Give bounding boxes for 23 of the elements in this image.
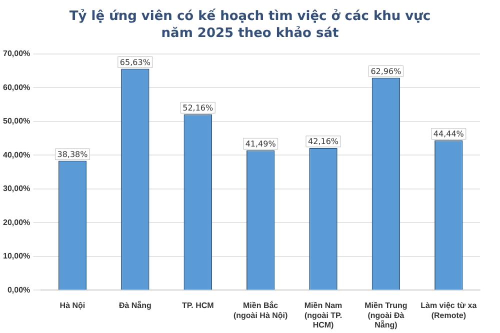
data-label: 52,16% [182, 103, 214, 112]
y-tick-label: 0,00% [7, 285, 30, 294]
x-tick-label: Miền Trung (ngoài Đà Nẵng) [364, 301, 408, 330]
y-tick-label: 40,00% [2, 150, 30, 160]
y-tick-label: 60,00% [2, 82, 30, 92]
y-tick-label: 70,00% [2, 49, 30, 58]
chart-title: Tỷ lệ ứng viên có kế hoạch tìm việc ở các khu vực năm 2025 theo khảo sát [68, 8, 432, 42]
x-tick-label: Làm việc từ xa (Remote) [420, 301, 478, 320]
x-tick-label: Miền Nam (ngoài TP. HCM) [304, 301, 342, 330]
x-tick-label: Miền Bắc (ngoài Hà Nội) [233, 300, 288, 320]
y-tick-label: 10,00% [2, 252, 30, 261]
x-tick-label: Đà Nẵng [118, 300, 152, 310]
data-label: 38,38% [57, 150, 88, 159]
y-tick-label: 20,00% [2, 218, 30, 227]
x-tick-label: TP. HCM [182, 301, 214, 310]
data-label: 42,16% [308, 137, 339, 146]
data-label: 41,49% [245, 139, 276, 148]
x-tick-label: Hà Nội [60, 301, 86, 310]
data-label: 62,96% [370, 66, 402, 76]
data-label: 44,44% [433, 129, 464, 138]
y-tick-label: 50,00% [2, 116, 30, 126]
y-tick-label: 30,00% [2, 184, 30, 194]
data-label: 65,63% [120, 58, 151, 67]
